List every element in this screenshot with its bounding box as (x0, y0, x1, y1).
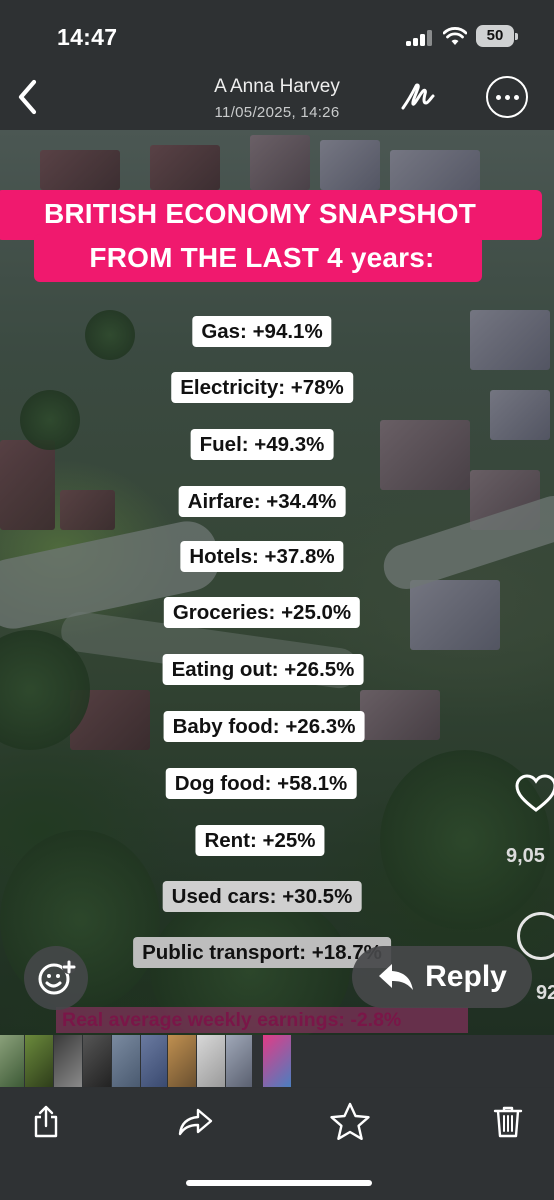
battery-level: 50 (486, 27, 504, 44)
stat-label: Fuel: +49.3% (190, 429, 334, 460)
smiley-plus-icon (38, 960, 76, 995)
more-options-button[interactable] (486, 76, 528, 118)
stat-label: Baby food: +26.3% (163, 711, 365, 742)
chevron-left-icon (18, 79, 37, 115)
reply-label: Reply (425, 960, 507, 993)
share-icon (34, 1105, 58, 1138)
status-time: 14:47 (57, 24, 118, 50)
home-indicator[interactable] (186, 1180, 372, 1186)
side-count: 92 (536, 982, 554, 1004)
thumbnail[interactable] (54, 1035, 82, 1087)
headline-banner: BRITISH ECONOMY SNAPSHOT FROM THE LAST 4… (0, 190, 544, 286)
thumbnail[interactable] (168, 1035, 196, 1087)
reply-arrow-icon (379, 964, 414, 990)
trash-icon (493, 1106, 523, 1138)
headline-line-1: BRITISH ECONOMY SNAPSHOT (43, 198, 477, 229)
earnings-caption: Real average weekly earnings: -2.8% (56, 1007, 468, 1033)
thumbnail[interactable] (197, 1035, 225, 1087)
headline-line-2: FROM THE LAST 4 years: (89, 242, 435, 273)
thumbnail[interactable] (226, 1035, 252, 1087)
stat-label: Airfare: +34.4% (178, 486, 346, 517)
cellular-signal-icon (406, 30, 434, 46)
delete-button[interactable] (484, 1098, 532, 1146)
thumbnail[interactable] (141, 1035, 167, 1087)
stat-label: Electricity: +78% (171, 372, 353, 403)
like-count: 9,05 (506, 845, 545, 867)
star-icon (330, 1102, 370, 1140)
stat-label: Hotels: +37.8% (180, 541, 344, 572)
markup-button[interactable] (398, 76, 440, 116)
markup-scribble-icon (401, 83, 435, 110)
reply-button[interactable]: Reply (352, 946, 532, 1008)
thumbnail-selected[interactable] (263, 1035, 291, 1087)
ellipsis-icon (495, 94, 501, 100)
share-button[interactable] (22, 1098, 70, 1146)
add-sticker-button[interactable] (24, 946, 88, 1010)
forward-icon (178, 1108, 213, 1136)
thumbnail[interactable] (25, 1035, 53, 1087)
favorite-button[interactable] (326, 1098, 374, 1146)
back-button[interactable] (8, 72, 48, 122)
stat-label: Eating out: +26.5% (162, 654, 364, 685)
thumbnail[interactable] (83, 1035, 111, 1087)
thumbnail-strip[interactable] (0, 1035, 554, 1087)
forward-button[interactable] (172, 1098, 220, 1146)
stat-label: Rent: +25% (195, 825, 325, 856)
wifi-icon (443, 27, 467, 45)
message-timestamp: 11/05/2025, 14:26 (214, 104, 340, 121)
stat-label: Groceries: +25.0% (163, 597, 361, 628)
stat-label: Used cars: +30.5% (162, 881, 362, 912)
status-bar: 14:47 50 (0, 0, 554, 70)
thumbnail[interactable] (112, 1035, 140, 1087)
heart-icon[interactable] (514, 773, 554, 813)
sender-name: A Anna Harvey (214, 76, 340, 97)
comment-ring-icon[interactable] (517, 912, 554, 960)
battery-icon: 50 (476, 25, 518, 47)
stat-label: Dog food: +58.1% (165, 768, 357, 799)
stat-label: Public transport: +18.7% (133, 937, 391, 968)
thumbnail[interactable] (0, 1035, 24, 1087)
stat-label: Gas: +94.1% (192, 316, 332, 347)
